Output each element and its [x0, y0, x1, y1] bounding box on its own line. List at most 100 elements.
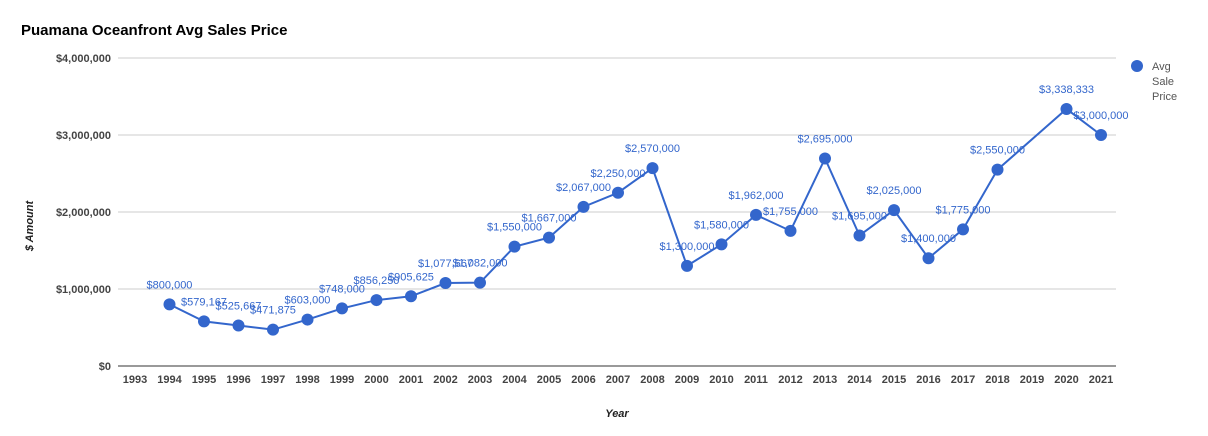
legend-label: Avg [1152, 61, 1171, 73]
data-point [612, 186, 624, 199]
data-label: $3,000,000 [1073, 110, 1128, 122]
y-tick-label: $1,000,000 [56, 284, 111, 296]
x-tick-label: 2013 [813, 374, 837, 386]
x-tick-label: 2012 [778, 374, 802, 386]
y-axis-title: $ Amount [24, 200, 36, 253]
data-point [232, 319, 245, 332]
data-point [543, 231, 555, 244]
data-point [646, 162, 659, 175]
x-tick-label: 2007 [606, 374, 630, 386]
data-point [405, 290, 417, 303]
data-point [922, 252, 935, 265]
x-tick-label: 1994 [157, 374, 182, 386]
x-axis-title: Year [605, 408, 629, 420]
chart-title: Puamana Oceanfront Avg Sales Price [21, 22, 288, 39]
data-point [370, 294, 383, 307]
data-point [750, 208, 762, 221]
legend: Avg Sale Price [1131, 60, 1177, 103]
x-tick-label: 2005 [537, 374, 561, 386]
x-tick-label: 1998 [295, 374, 319, 386]
x-axis: 1993 1994 1995 1996 1997 1998 1999 2000 2001 2002… [123, 374, 1113, 386]
data-label: $2,067,000 [556, 182, 611, 194]
data-label: $1,077,667 [418, 258, 473, 270]
data-label: $1,962,000 [728, 190, 783, 202]
data-point [819, 152, 831, 165]
data-label: $1,300,000 [659, 241, 714, 253]
data-label: $1,695,000 [832, 210, 887, 222]
y-tick-label: $3,000,000 [56, 130, 111, 142]
x-tick-label: 2006 [571, 374, 595, 386]
data-label: $1,550,000 [487, 222, 542, 234]
y-axis: $0 $1,000,000 $2,000,000 $3,000,000 $4,000,0… [56, 53, 111, 373]
x-tick-label: 1999 [330, 374, 354, 386]
data-label: $1,400,000 [901, 233, 956, 245]
data-label: $2,695,000 [797, 133, 852, 145]
data-label: $1,775,000 [935, 204, 990, 216]
y-tick-label: $0 [99, 361, 111, 373]
x-tick-label: 1997 [261, 374, 285, 386]
x-tick-label: 2002 [433, 374, 457, 386]
x-tick-label: 2019 [1020, 374, 1044, 386]
x-tick-label: 2016 [916, 374, 940, 386]
x-tick-label: 2000 [364, 374, 388, 386]
data-label: $471,875 [250, 305, 296, 317]
data-labels: $800,000 $579,167$525,667$471,875$603,000… [147, 84, 1129, 317]
x-tick-label: 2011 [744, 374, 768, 386]
data-point [336, 302, 348, 315]
data-label: $856,250 [354, 275, 400, 287]
data-label: $579,167 [181, 296, 227, 308]
x-tick-label: 2008 [640, 374, 664, 386]
data-label: $1,082,000 [452, 258, 507, 270]
data-label: $1,755,000 [763, 206, 818, 218]
data-point [474, 276, 486, 289]
x-tick-label: 2001 [399, 374, 423, 386]
data-point [1060, 102, 1073, 115]
data-point [198, 315, 210, 328]
y-tick-label: $2,000,000 [56, 207, 111, 219]
data-label: $905,625 [388, 271, 434, 283]
data-point [577, 200, 590, 213]
grid [118, 57, 1116, 367]
data-label: $2,250,000 [590, 168, 645, 180]
data-label: $1,667,000 [521, 213, 576, 225]
data-point [163, 298, 176, 311]
x-tick-label: 1993 [123, 374, 147, 386]
data-label: $748,000 [319, 283, 365, 295]
x-tick-label: 2017 [951, 374, 975, 386]
legend-marker [1131, 60, 1143, 72]
data-point [853, 229, 866, 242]
data-label: $800,000 [147, 279, 193, 291]
data-point [957, 223, 969, 236]
data-label: $2,570,000 [625, 143, 680, 155]
x-tick-label: 2003 [468, 374, 492, 386]
x-tick-label: 2009 [675, 374, 699, 386]
data-label: $1,580,000 [694, 219, 749, 231]
x-tick-label: 2010 [709, 374, 733, 386]
data-label: $525,667 [216, 301, 262, 313]
x-tick-label: 1996 [226, 374, 250, 386]
x-tick-label: 2015 [882, 374, 906, 386]
series [163, 102, 1107, 336]
data-point [991, 163, 1004, 176]
data-label: $3,338,333 [1039, 84, 1094, 96]
data-point [267, 323, 279, 336]
x-tick-label: 2018 [985, 374, 1009, 386]
data-point [888, 204, 900, 217]
data-point [1095, 129, 1107, 141]
legend-label: Price [1152, 91, 1177, 103]
data-point [508, 240, 521, 253]
y-tick-label: $4,000,000 [56, 53, 111, 65]
x-tick-label: 1995 [192, 374, 216, 386]
x-tick-label: 2014 [847, 374, 872, 386]
data-point [681, 259, 693, 272]
data-label: $2,025,000 [866, 185, 921, 197]
data-point [715, 238, 728, 251]
data-point [301, 313, 314, 326]
x-tick-label: 2021 [1089, 374, 1113, 386]
x-tick-label: 2020 [1054, 374, 1078, 386]
data-point [439, 277, 452, 290]
data-label: $2,550,000 [970, 145, 1025, 157]
legend-label: Sale [1152, 76, 1174, 88]
